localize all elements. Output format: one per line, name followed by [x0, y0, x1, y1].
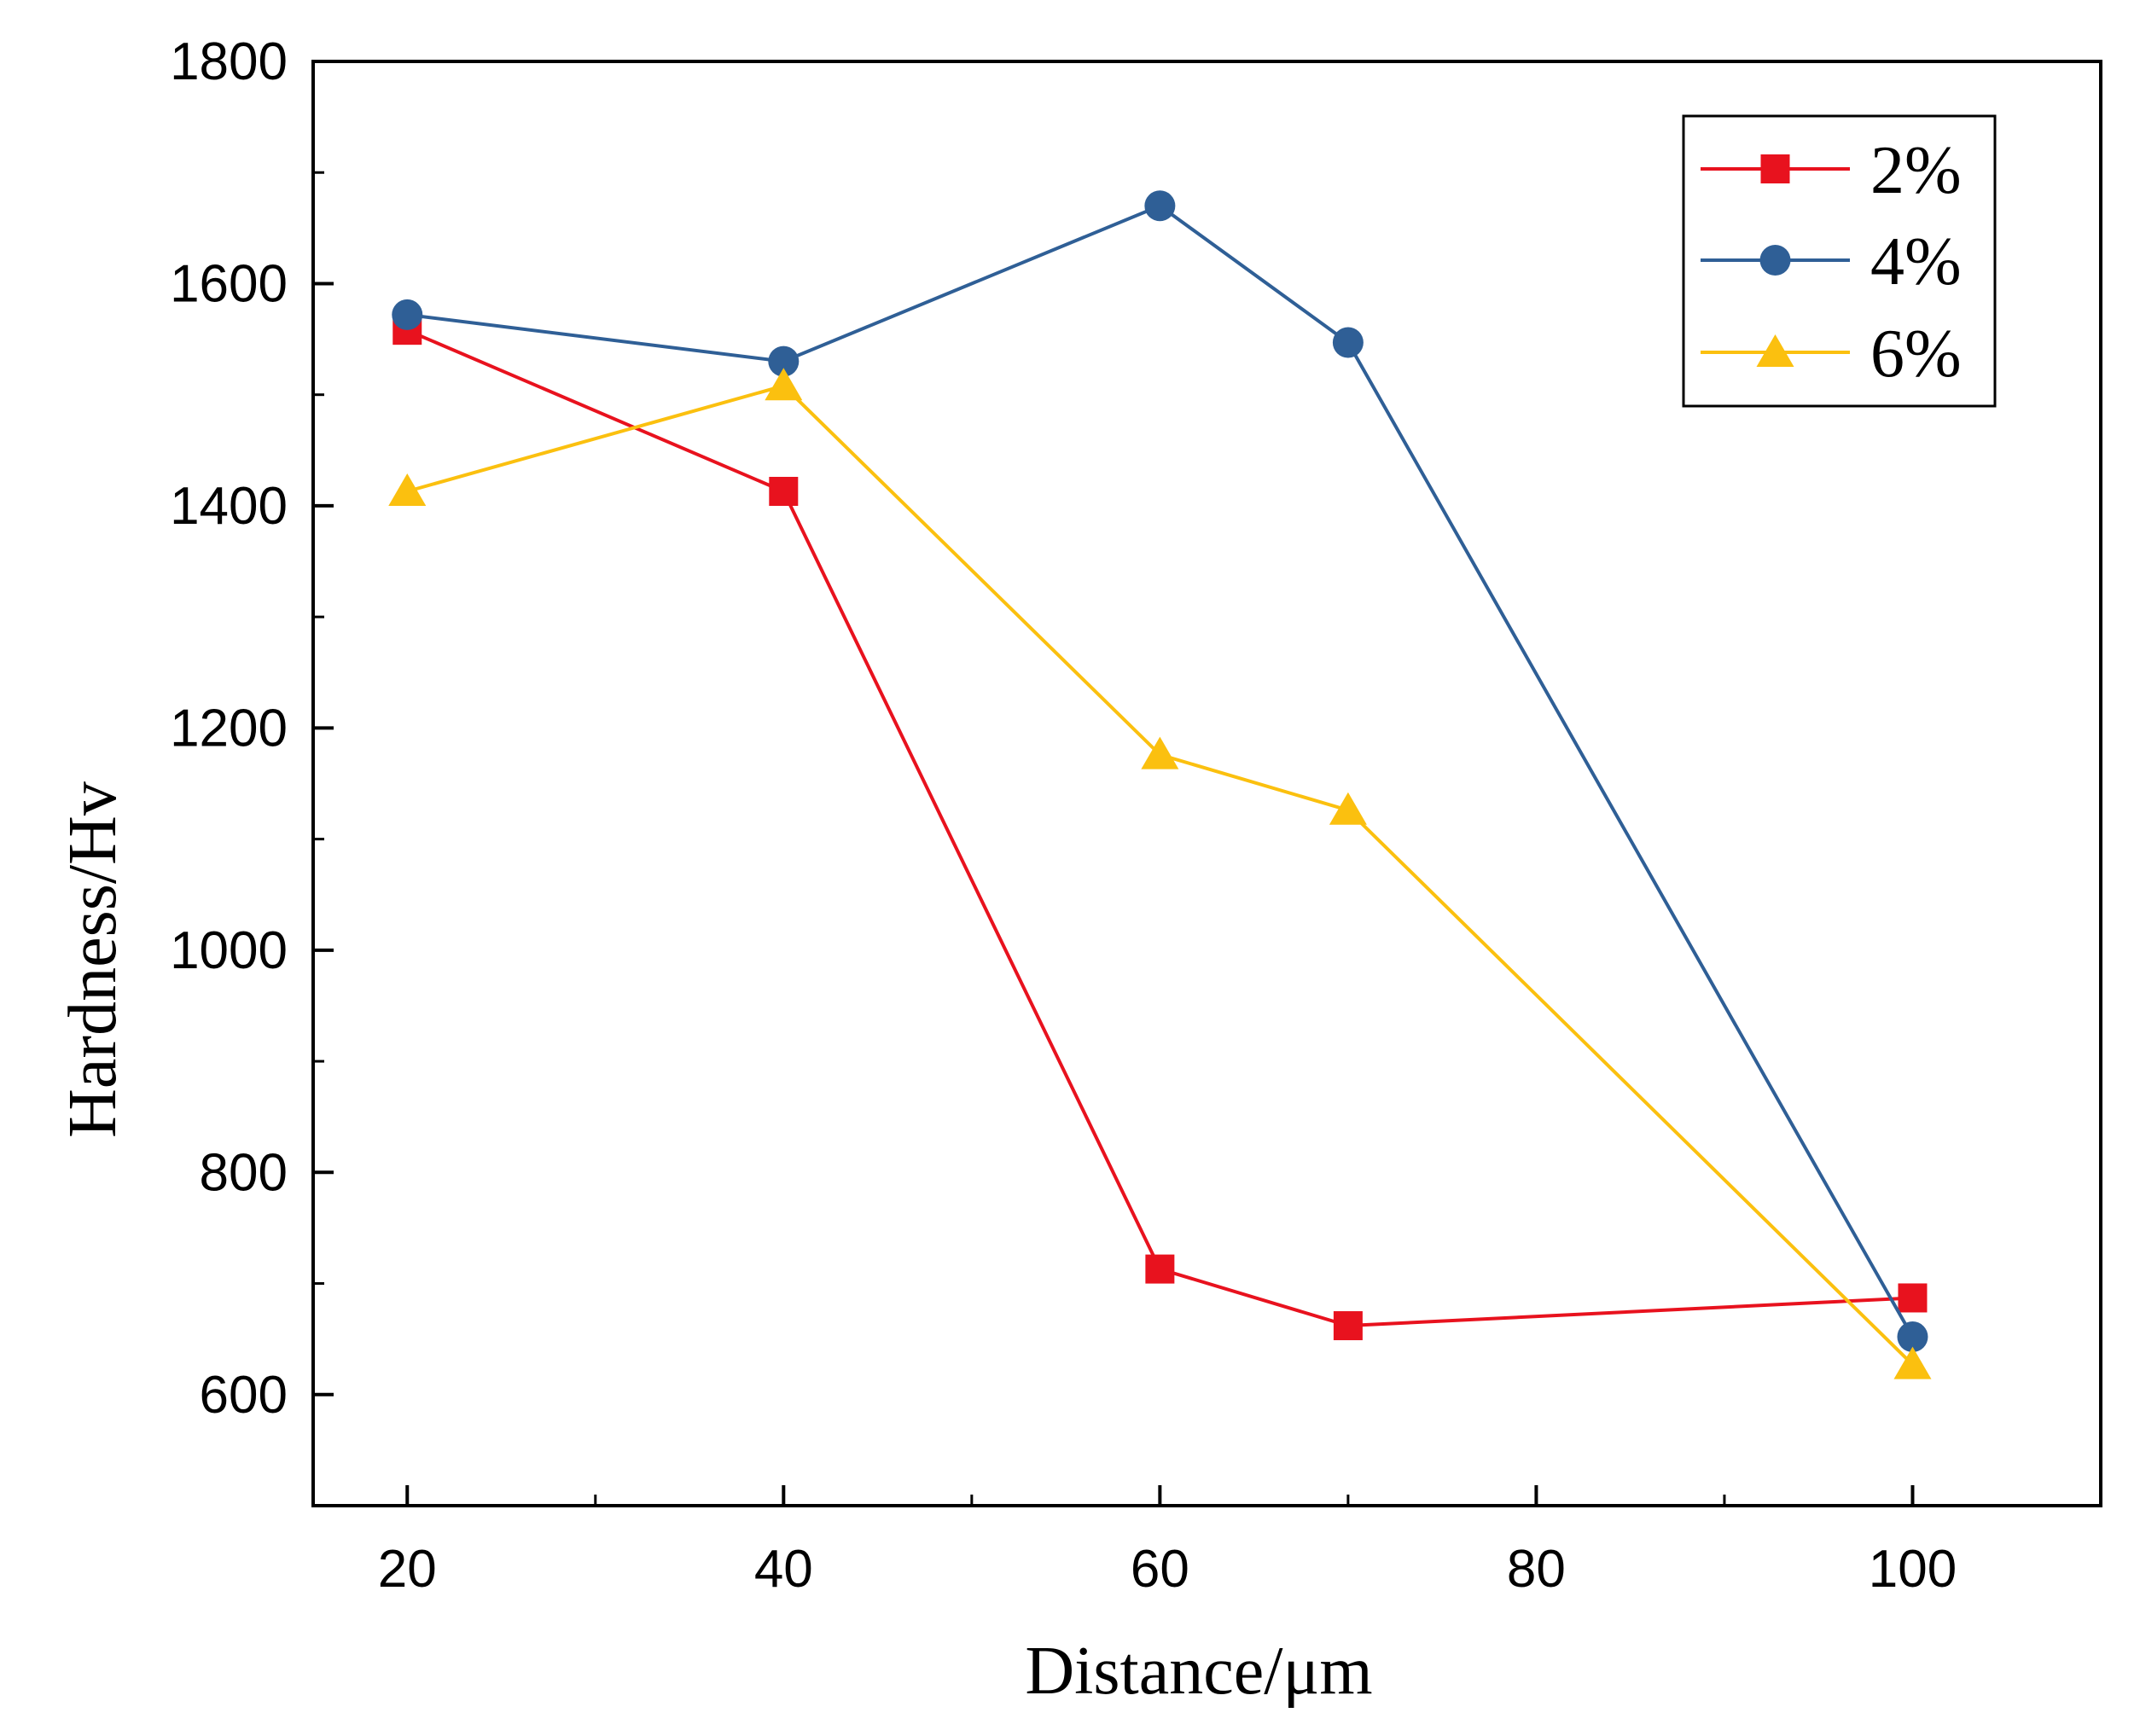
data-point — [1333, 1311, 1363, 1341]
x-tick-label: 20 — [378, 1540, 437, 1599]
data-point — [769, 476, 799, 506]
data-point — [392, 299, 423, 330]
legend-label-4pct: 4% — [1870, 224, 1962, 299]
data-point — [1141, 736, 1179, 769]
y-tick-label: 800 — [200, 1143, 288, 1202]
data-point — [1898, 1283, 1928, 1313]
series-2pct — [393, 316, 1928, 1341]
y-tick-label: 1800 — [170, 32, 288, 91]
legend-marker — [1756, 334, 1794, 367]
y-tick-label: 600 — [200, 1366, 288, 1425]
legend-entry-2pct: 2% — [1701, 133, 1962, 208]
y-tick-label: 1200 — [170, 699, 288, 758]
axes: 20 40 60 80 100 600 800 1000 1200 1400 1600 1800 — [170, 32, 2102, 1599]
x-tick-label: 40 — [754, 1540, 813, 1599]
y-tick-label: 1000 — [170, 921, 288, 980]
legend-label-6pct: 6% — [1870, 316, 1962, 392]
legend-marker — [1759, 245, 1791, 276]
legend-entry-6pct: 6% — [1701, 316, 1962, 392]
y-tick-label: 1400 — [170, 477, 288, 536]
y-axis-title: Hardness/Hv — [55, 781, 131, 1138]
data-point — [388, 473, 427, 506]
legend-marker — [1760, 154, 1790, 183]
data-point — [1897, 1321, 1928, 1353]
data-point — [768, 345, 800, 377]
y-tick-label: 1600 — [170, 254, 288, 313]
legend-label-2pct: 2% — [1870, 133, 1962, 208]
data-point — [1332, 327, 1364, 358]
plot-series — [388, 190, 1932, 1379]
data-point — [1144, 190, 1176, 222]
legend: 2% 4% 6% — [1682, 114, 1997, 408]
series-6pct — [388, 368, 1932, 1379]
data-point — [765, 368, 803, 401]
x-tick-label: 80 — [1507, 1540, 1566, 1599]
x-axis-title: Distance/μm — [1025, 1634, 1372, 1709]
x-tick-label: 100 — [1869, 1540, 1957, 1599]
data-point — [1329, 792, 1367, 825]
plot-frame — [311, 60, 2102, 1507]
legend-entry-4pct: 4% — [1701, 224, 1962, 299]
data-point — [1145, 1254, 1175, 1284]
x-tick-label: 60 — [1131, 1540, 1189, 1599]
series-4pct — [392, 190, 1928, 1353]
data-point — [1893, 1346, 1932, 1379]
